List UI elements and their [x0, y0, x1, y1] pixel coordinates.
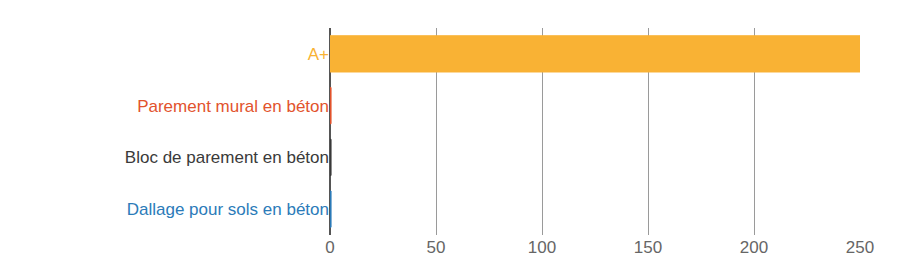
- svg-text:Bloc de parement en béton: Bloc de parement en béton: [125, 148, 329, 167]
- svg-text:A+: A+: [308, 45, 329, 64]
- svg-text:250: 250: [846, 238, 874, 257]
- svg-text:Dallage pour sols en béton: Dallage pour sols en béton: [127, 200, 329, 219]
- svg-text:Parement mural en béton: Parement mural en béton: [137, 97, 329, 116]
- svg-text:0: 0: [325, 238, 334, 257]
- svg-text:50: 50: [427, 238, 446, 257]
- svg-text:100: 100: [528, 238, 556, 257]
- svg-text:200: 200: [740, 238, 768, 257]
- svg-text:150: 150: [634, 238, 662, 257]
